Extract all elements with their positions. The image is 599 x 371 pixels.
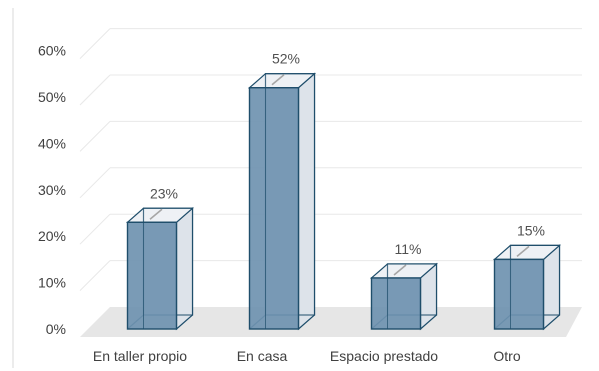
bars [125, 72, 562, 331]
y-axis-ticks: 0% 10% 20% 30% 40% 50% 60% [38, 43, 66, 337]
x-tick-label: Espacio prestado [330, 348, 438, 364]
data-labels: 23% 52% 11% 15% [149, 51, 545, 276]
bar-front-face [370, 277, 422, 330]
data-label-leader [149, 208, 163, 220]
data-label: 52% [272, 51, 300, 67]
gridline-diagonal [79, 213, 111, 245]
y-tick-label: 40% [38, 135, 66, 151]
gridline-diagonal [79, 28, 111, 59]
bar [492, 244, 562, 331]
x-tick-label: En casa [237, 348, 288, 364]
x-tick-label: En taller propio [93, 348, 187, 364]
bar-front-face [248, 87, 300, 330]
y-tick-label: 30% [38, 182, 66, 198]
y-tick-label: 10% [38, 275, 66, 291]
y-tick-label: 50% [38, 89, 66, 105]
gridline-diagonal [79, 260, 111, 291]
gridline-diagonal [79, 167, 111, 199]
data-label-leader [393, 264, 407, 276]
data-label: 15% [517, 222, 545, 238]
x-tick-label: Otro [493, 348, 520, 364]
x-axis-ticks: En taller propio En casa Espacio prestado O… [93, 348, 521, 364]
bar-side-face [297, 72, 316, 331]
floor-plane [80, 307, 582, 337]
bar-side-face [175, 206, 194, 331]
gridline-diagonal [79, 74, 111, 106]
data-label: 11% [395, 241, 422, 257]
data-label-leader [516, 245, 530, 258]
y-tick-label: 20% [38, 228, 66, 244]
gridline-diagonal [79, 121, 111, 152]
y-tick-label: 60% [38, 43, 66, 59]
bar [125, 206, 195, 331]
bar-front-face [493, 258, 545, 330]
chart-floor [80, 307, 582, 337]
data-label-leader [271, 74, 285, 86]
bar-front-face [126, 221, 178, 330]
bar [369, 262, 439, 331]
y-tick-label: 0% [46, 321, 66, 337]
data-label: 23% [150, 185, 178, 201]
bar [247, 72, 317, 331]
